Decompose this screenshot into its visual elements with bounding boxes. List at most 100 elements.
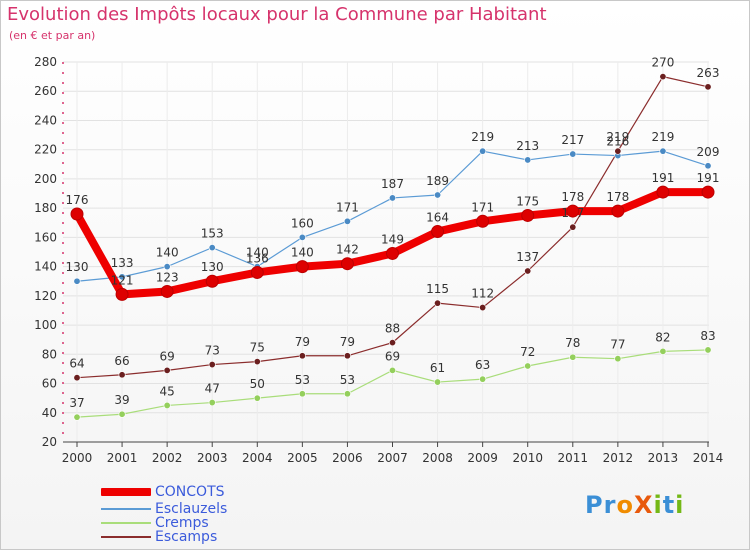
data-point — [388, 339, 396, 347]
y-tick-label: 180 — [34, 201, 57, 215]
y-tick-label: 120 — [34, 289, 57, 303]
data-label: 219 — [471, 130, 494, 144]
data-point — [614, 147, 622, 155]
data-label: 79 — [295, 335, 310, 349]
data-label: 79 — [340, 335, 355, 349]
proxiti-logo: ProXiti — [585, 491, 684, 519]
legend-item-esclauzels: Esclauzels — [101, 501, 401, 517]
data-label: 217 — [561, 133, 584, 147]
data-point — [208, 244, 216, 252]
x-tick-label: 2012 — [603, 451, 634, 465]
data-label: 149 — [381, 232, 404, 246]
data-label: 175 — [516, 194, 539, 208]
data-point — [656, 185, 670, 199]
data-label: 78 — [565, 336, 580, 350]
logo-letter: t — [662, 491, 676, 519]
data-point — [524, 267, 532, 275]
legend-swatch-esclauzels — [101, 508, 151, 510]
data-label: 209 — [697, 145, 720, 159]
data-point — [659, 147, 667, 155]
legend-label-esclauzels: Esclauzels — [155, 501, 228, 517]
data-label: 178 — [561, 190, 584, 204]
x-tick-label: 2010 — [512, 451, 543, 465]
data-label: 121 — [111, 273, 134, 287]
data-point — [524, 156, 532, 164]
data-point — [163, 401, 171, 409]
x-tick-label: 2006 — [332, 451, 363, 465]
data-label: 142 — [336, 243, 359, 257]
y-tick-label: 100 — [34, 318, 57, 332]
data-point — [704, 162, 712, 170]
data-label: 187 — [381, 177, 404, 191]
data-label: 47 — [205, 382, 220, 396]
x-tick-label: 2007 — [377, 451, 408, 465]
data-label: 73 — [205, 344, 220, 358]
x-tick-label: 2002 — [152, 451, 183, 465]
y-tick-label: 160 — [34, 230, 57, 244]
y-tick-label: 60 — [42, 377, 57, 391]
data-point — [659, 73, 667, 81]
logo-letter: P — [585, 491, 604, 519]
data-label: 219 — [606, 130, 629, 144]
data-label: 140 — [291, 246, 314, 260]
data-point — [343, 352, 351, 360]
data-point — [208, 399, 216, 407]
legend-label-cremps: Cremps — [155, 515, 209, 531]
data-point — [434, 191, 442, 199]
y-tick-label: 80 — [42, 347, 57, 361]
data-point — [386, 246, 399, 260]
data-label: 130 — [201, 260, 224, 274]
data-point — [163, 263, 171, 271]
y-tick-label: 200 — [34, 172, 57, 186]
data-point — [479, 375, 487, 383]
data-point — [434, 299, 442, 307]
data-point — [704, 83, 712, 91]
data-label: 263 — [697, 66, 720, 80]
y-tick-label: 260 — [34, 84, 57, 98]
data-label: 61 — [430, 361, 445, 375]
data-label: 88 — [385, 322, 400, 336]
data-label: 77 — [610, 338, 625, 352]
data-point — [614, 355, 622, 363]
data-point — [343, 390, 351, 398]
data-point — [659, 347, 667, 355]
data-point — [524, 362, 532, 370]
data-point — [253, 358, 261, 366]
data-point — [298, 390, 306, 398]
data-label: 171 — [471, 200, 494, 214]
data-label: 176 — [66, 193, 89, 207]
legend-swatch-escamps — [101, 536, 151, 538]
legend-swatch-cremps — [101, 522, 151, 524]
data-point — [163, 366, 171, 374]
data-label: 219 — [651, 130, 674, 144]
data-label: 123 — [156, 270, 179, 284]
logo-letter: i — [653, 491, 663, 519]
data-point — [388, 194, 396, 202]
x-tick-label: 2005 — [287, 451, 318, 465]
data-point — [208, 361, 216, 369]
data-label: 216 — [606, 135, 629, 149]
logo-letter: r — [603, 491, 617, 519]
data-point — [205, 274, 219, 288]
data-point — [569, 223, 577, 231]
data-point — [73, 413, 81, 421]
y-tick-label: 20 — [42, 435, 57, 449]
legend-label-escamps: Escamps — [155, 529, 218, 545]
data-point — [73, 374, 81, 382]
data-point — [569, 150, 577, 158]
data-label: 171 — [336, 200, 359, 214]
data-point — [343, 217, 351, 225]
x-tick-label: 2009 — [467, 451, 498, 465]
data-label: 72 — [520, 345, 535, 359]
x-tick-label: 2001 — [107, 451, 138, 465]
data-point — [569, 353, 577, 361]
data-point — [431, 225, 445, 239]
data-point — [476, 214, 490, 228]
data-label: 75 — [250, 341, 265, 355]
legend-item-escamps: Escamps — [101, 529, 401, 545]
data-point — [611, 204, 625, 218]
data-label: 137 — [516, 250, 539, 264]
data-label: 69 — [160, 349, 175, 363]
data-label: 83 — [700, 329, 715, 343]
